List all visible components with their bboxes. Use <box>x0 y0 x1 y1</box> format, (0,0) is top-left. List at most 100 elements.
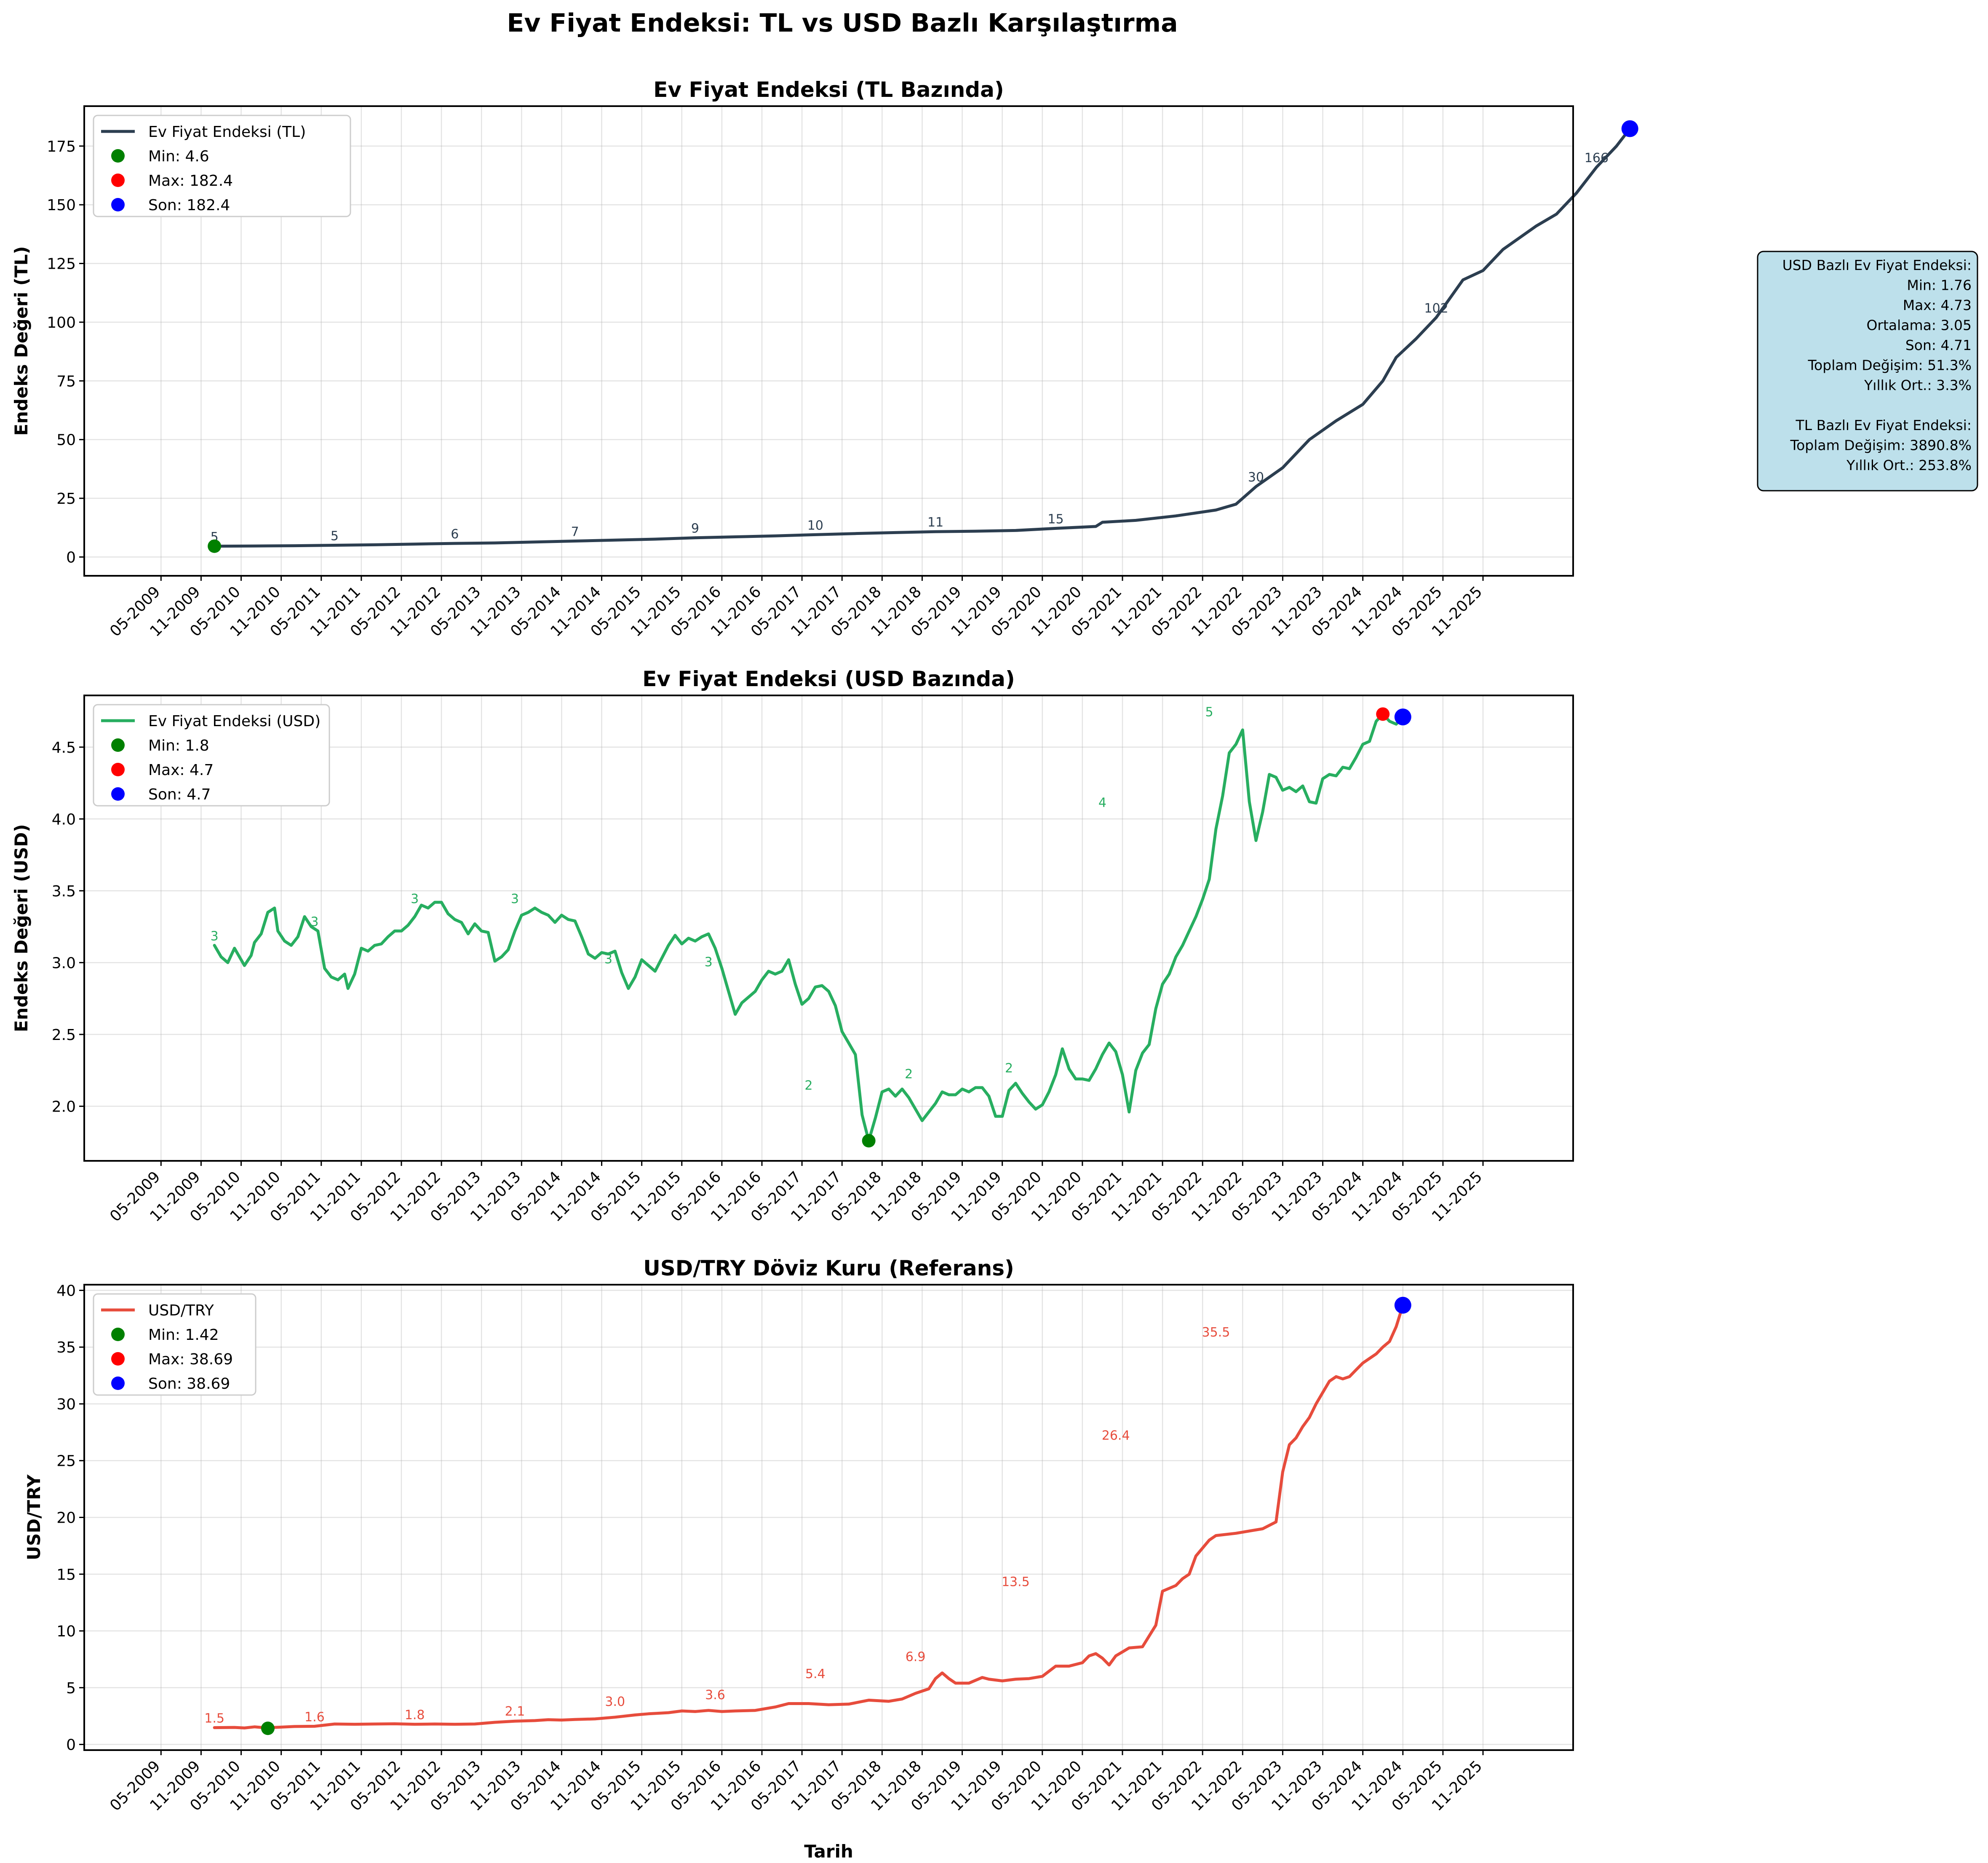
y-tick-label: 2.0 <box>52 1098 76 1115</box>
x-axis-label: Tarih <box>804 1841 853 1862</box>
data-label: 3 <box>211 929 219 944</box>
y-tick-label: 3.0 <box>52 954 76 972</box>
grid <box>84 695 1573 1161</box>
plot-frame <box>83 105 1574 577</box>
last-marker <box>1394 1296 1411 1314</box>
y-tick-label: 25 <box>56 490 76 508</box>
legend-label: Min: 1.8 <box>148 737 209 754</box>
stats-line: TL Bazlı Ev Fiyat Endeksi: <box>1796 417 1972 433</box>
legend-label: Ev Fiyat Endeksi (USD) <box>148 713 321 730</box>
last-marker <box>1621 120 1638 137</box>
series-line <box>213 127 1632 548</box>
legend-label: Son: 38.69 <box>148 1375 230 1393</box>
data-label: 10 <box>807 518 823 533</box>
stats-line: Ortalama: 3.05 <box>1866 317 1972 334</box>
y-tick-label: 35 <box>56 1339 76 1356</box>
data-label: 3 <box>705 955 713 970</box>
data-label: 2 <box>1005 1061 1013 1076</box>
data-label: 166 <box>1585 151 1609 166</box>
stats-line: Max: 4.73 <box>1903 297 1972 313</box>
panel-title: USD/TRY Döviz Kuru (Referans) <box>643 1256 1014 1280</box>
min-marker <box>208 539 222 553</box>
y-tick-label: 10 <box>56 1623 76 1640</box>
legend-marker-swatch <box>111 198 125 211</box>
legend-label: Son: 182.4 <box>148 197 230 214</box>
data-label: 9 <box>691 521 699 536</box>
figure-title: Ev Fiyat Endeksi: TL vs USD Bazlı Karşıl… <box>507 8 1178 38</box>
legend-label: Min: 4.6 <box>148 148 209 165</box>
y-tick-label: 50 <box>56 432 76 449</box>
legend-label: USD/TRY <box>148 1302 214 1319</box>
data-label: 11 <box>927 515 943 530</box>
panel-title: Ev Fiyat Endeksi (USD Bazında) <box>642 667 1015 691</box>
y-tick-label: 125 <box>47 256 76 273</box>
data-label: 26.4 <box>1102 1428 1130 1443</box>
legend-label: Max: 38.69 <box>148 1351 233 1368</box>
data-label: 30 <box>1248 470 1264 485</box>
plot-frame <box>83 695 1574 1162</box>
y-tick-label: 0 <box>66 1737 76 1754</box>
y-tick-label: 40 <box>56 1282 76 1299</box>
data-label: 2 <box>804 1078 812 1093</box>
stats-line: Min: 1.76 <box>1907 277 1972 294</box>
legend-marker-swatch <box>111 738 125 752</box>
data-label: 35.5 <box>1202 1325 1230 1340</box>
legend-marker-swatch <box>111 149 125 163</box>
data-label: 4 <box>1098 795 1106 810</box>
data-label: 3 <box>604 952 612 967</box>
y-tick-label: 25 <box>56 1453 76 1470</box>
y-axis-label: USD/TRY <box>24 1474 44 1560</box>
data-label: 3.0 <box>605 1695 625 1709</box>
stats-line: Toplam Değişim: 51.3% <box>1808 357 1972 374</box>
grid <box>84 1285 1573 1750</box>
data-label: 5 <box>1205 705 1213 719</box>
data-label: 2 <box>905 1067 913 1082</box>
min-marker <box>261 1721 275 1735</box>
y-tick-label: 4.5 <box>52 739 76 756</box>
stats-box: USD Bazlı Ev Fiyat Endeksi: Min: 1.76 Max:… <box>1757 251 1978 492</box>
legend: Ev Fiyat Endeksi (USD) Min: 1.8 Max: 4.7 So… <box>93 704 330 807</box>
data-label: 5 <box>331 529 339 544</box>
legend: Ev Fiyat Endeksi (TL) Min: 4.6 Max: 182.4 S… <box>93 115 351 217</box>
max-marker <box>1376 707 1390 721</box>
legend-label: Max: 4.7 <box>148 762 214 779</box>
y-axis-label: Endeks Değeri (USD) <box>11 824 32 1032</box>
legend-label: Min: 1.42 <box>148 1326 219 1344</box>
y-tick-label: 30 <box>56 1396 76 1413</box>
y-tick-label: 2.5 <box>52 1026 76 1044</box>
data-label: 6 <box>451 527 459 542</box>
series-line <box>213 1304 1405 1730</box>
data-label: 15 <box>1047 512 1063 527</box>
panel-title: Ev Fiyat Endeksi (TL Bazında) <box>653 78 1004 102</box>
data-label: 13.5 <box>1002 1575 1030 1590</box>
stats-box-frame <box>1757 251 1978 492</box>
legend-marker-swatch <box>111 174 125 187</box>
data-label: 102 <box>1424 301 1448 316</box>
legend-frame <box>93 1293 257 1396</box>
data-label: 5.4 <box>805 1667 826 1681</box>
legend-marker-swatch <box>111 1328 125 1341</box>
y-tick-label: 5 <box>66 1680 76 1697</box>
legend-label: Son: 4.7 <box>148 786 211 803</box>
legend-marker-swatch <box>111 1352 125 1366</box>
y-tick-label: 20 <box>56 1510 76 1527</box>
y-tick-label: 4.0 <box>52 811 76 828</box>
stats-line: USD Bazlı Ev Fiyat Endeksi: <box>1782 257 1972 273</box>
plot-frame <box>83 1284 1574 1751</box>
legend-frame <box>93 115 351 217</box>
data-label: 3.6 <box>705 1688 725 1703</box>
data-label: 6.9 <box>906 1650 926 1665</box>
data-label: 2.1 <box>505 1704 525 1719</box>
data-label: 1.8 <box>405 1708 425 1723</box>
y-tick-label: 150 <box>47 197 76 214</box>
y-tick-label: 0 <box>66 549 76 566</box>
data-label: 7 <box>571 524 579 539</box>
min-marker <box>862 1134 876 1148</box>
data-label: 1.5 <box>204 1711 224 1726</box>
legend-label: Max: 182.4 <box>148 172 233 190</box>
stats-line: Yıllık Ort.: 3.3% <box>1864 377 1972 393</box>
series-line <box>213 712 1405 1142</box>
stats-line: Yıllık Ort.: 253.8% <box>1846 457 1972 473</box>
